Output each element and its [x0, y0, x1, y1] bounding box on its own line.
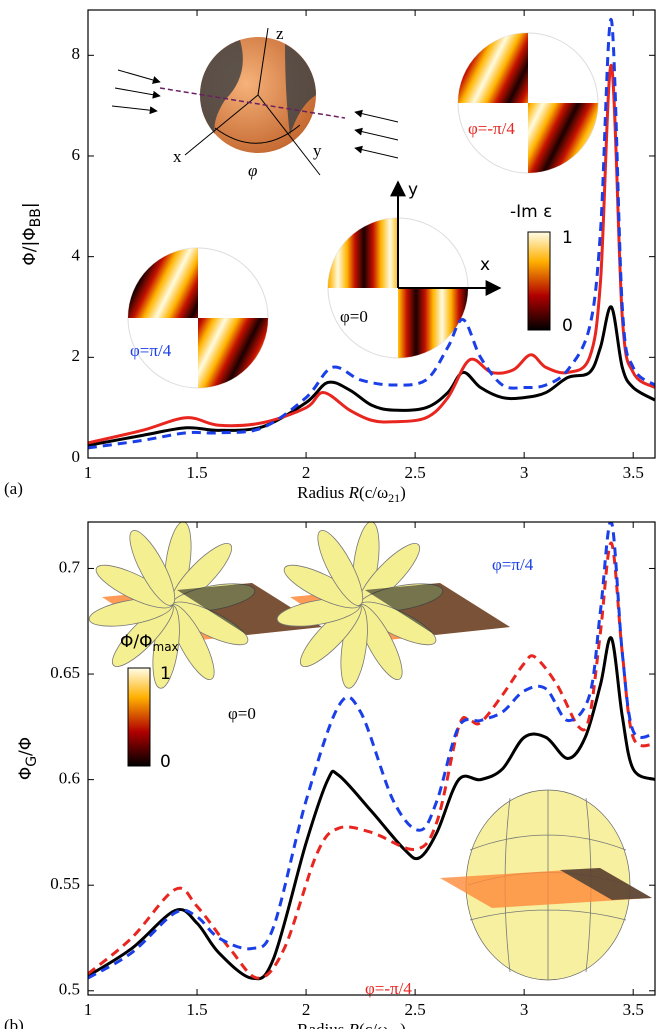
- y-axis-label: Φ/|ΦBB|: [20, 202, 44, 265]
- y-tick-label: 0.55: [50, 874, 80, 893]
- x-tick-label: 1.5: [186, 1000, 207, 1019]
- x-tick-label: 1.5: [186, 463, 207, 482]
- axis-label: y: [313, 141, 322, 160]
- axis-label: x: [173, 147, 182, 166]
- x-tick-label: 3.5: [623, 1000, 644, 1019]
- label-part: ): [400, 1020, 406, 1029]
- y-tick-label: 0: [72, 447, 81, 466]
- field-disc: φ=π/4: [128, 248, 268, 388]
- y-tick-label: 8: [72, 44, 81, 63]
- figure: z x y φ φ=-π/4 φ=π/4 y x φ=0 -Im ε 1 0 φ…: [0, 0, 666, 1029]
- colorbar-tick: 1: [562, 228, 573, 248]
- y-tick-label: 4: [72, 246, 81, 265]
- phi-label: φ=0: [340, 307, 368, 326]
- y-tick-label: 0.65: [50, 663, 80, 682]
- label-part: |: [20, 202, 40, 208]
- panel-label: (b): [4, 1016, 24, 1029]
- label-part: Radius: [297, 1020, 348, 1029]
- y-tick-label: 6: [72, 145, 81, 164]
- label-part: (c/ω: [359, 483, 388, 502]
- label-part: 21: [388, 491, 400, 505]
- y-tick-label: 0.7: [59, 557, 81, 576]
- label-part: Radius: [297, 483, 348, 502]
- x-tick-label: 2.5: [404, 1000, 425, 1019]
- radiation-pattern: [87, 520, 322, 690]
- phi-label: φ=π/4: [130, 341, 172, 360]
- label-part: Φ: [16, 767, 36, 780]
- label-part: Φ/Φ: [120, 632, 153, 652]
- panel-label: (a): [4, 479, 23, 498]
- label-part: R: [348, 1020, 360, 1029]
- label-part: /Φ: [16, 737, 36, 756]
- y-axis-label: ΦG/Φ: [16, 737, 40, 780]
- x-tick-label: 3: [520, 1000, 529, 1019]
- x-tick-label: 3: [520, 463, 529, 482]
- angle-label: φ: [248, 161, 257, 180]
- axis-label: y: [408, 180, 418, 200]
- label-part: (c/ω: [359, 1020, 388, 1029]
- label-part: ): [400, 483, 406, 502]
- axis-label: z: [276, 24, 284, 43]
- y-tick-label: 0.5: [59, 980, 80, 999]
- colorbar-tick: 0: [562, 316, 573, 336]
- field-disc: φ=-π/4: [458, 33, 598, 173]
- x-tick-label: 2: [302, 1000, 311, 1019]
- label-part: BB: [28, 208, 44, 227]
- x-tick-label: 2: [302, 463, 311, 482]
- colorbar: -Im ε 1 0: [510, 202, 573, 336]
- label-part: Φ/|Φ: [20, 227, 40, 265]
- phi-label: φ=π/4: [492, 555, 534, 574]
- x-tick-label: 2.5: [404, 463, 425, 482]
- y-tick-label: 2: [72, 346, 81, 365]
- colorbar-tick: 1: [160, 664, 171, 684]
- axis-label: x: [480, 255, 490, 275]
- radiation-pattern: [275, 520, 510, 690]
- colorbar-label: -Im ε: [510, 202, 552, 222]
- x-tick-label: 1: [84, 1000, 93, 1019]
- y-tick-label: 0.6: [59, 769, 80, 788]
- colorbar-tick: 0: [160, 752, 171, 772]
- phi-label: φ=0: [228, 704, 256, 723]
- x-axis-label: Radius R(c/ω21): [297, 483, 406, 505]
- label-part: max: [153, 640, 179, 654]
- field-disc: y x φ=0: [328, 180, 500, 358]
- x-axis-label: Radius R(c/ω21): [297, 1020, 406, 1029]
- x-tick-label: 3.5: [623, 463, 644, 482]
- sphere-inset: z x y φ: [112, 24, 398, 180]
- phi-label: φ=-π/4: [468, 119, 515, 138]
- radiation-pattern: [440, 790, 652, 980]
- label-part: R: [348, 483, 360, 502]
- label-part: G: [24, 756, 40, 767]
- x-tick-label: 1: [84, 463, 93, 482]
